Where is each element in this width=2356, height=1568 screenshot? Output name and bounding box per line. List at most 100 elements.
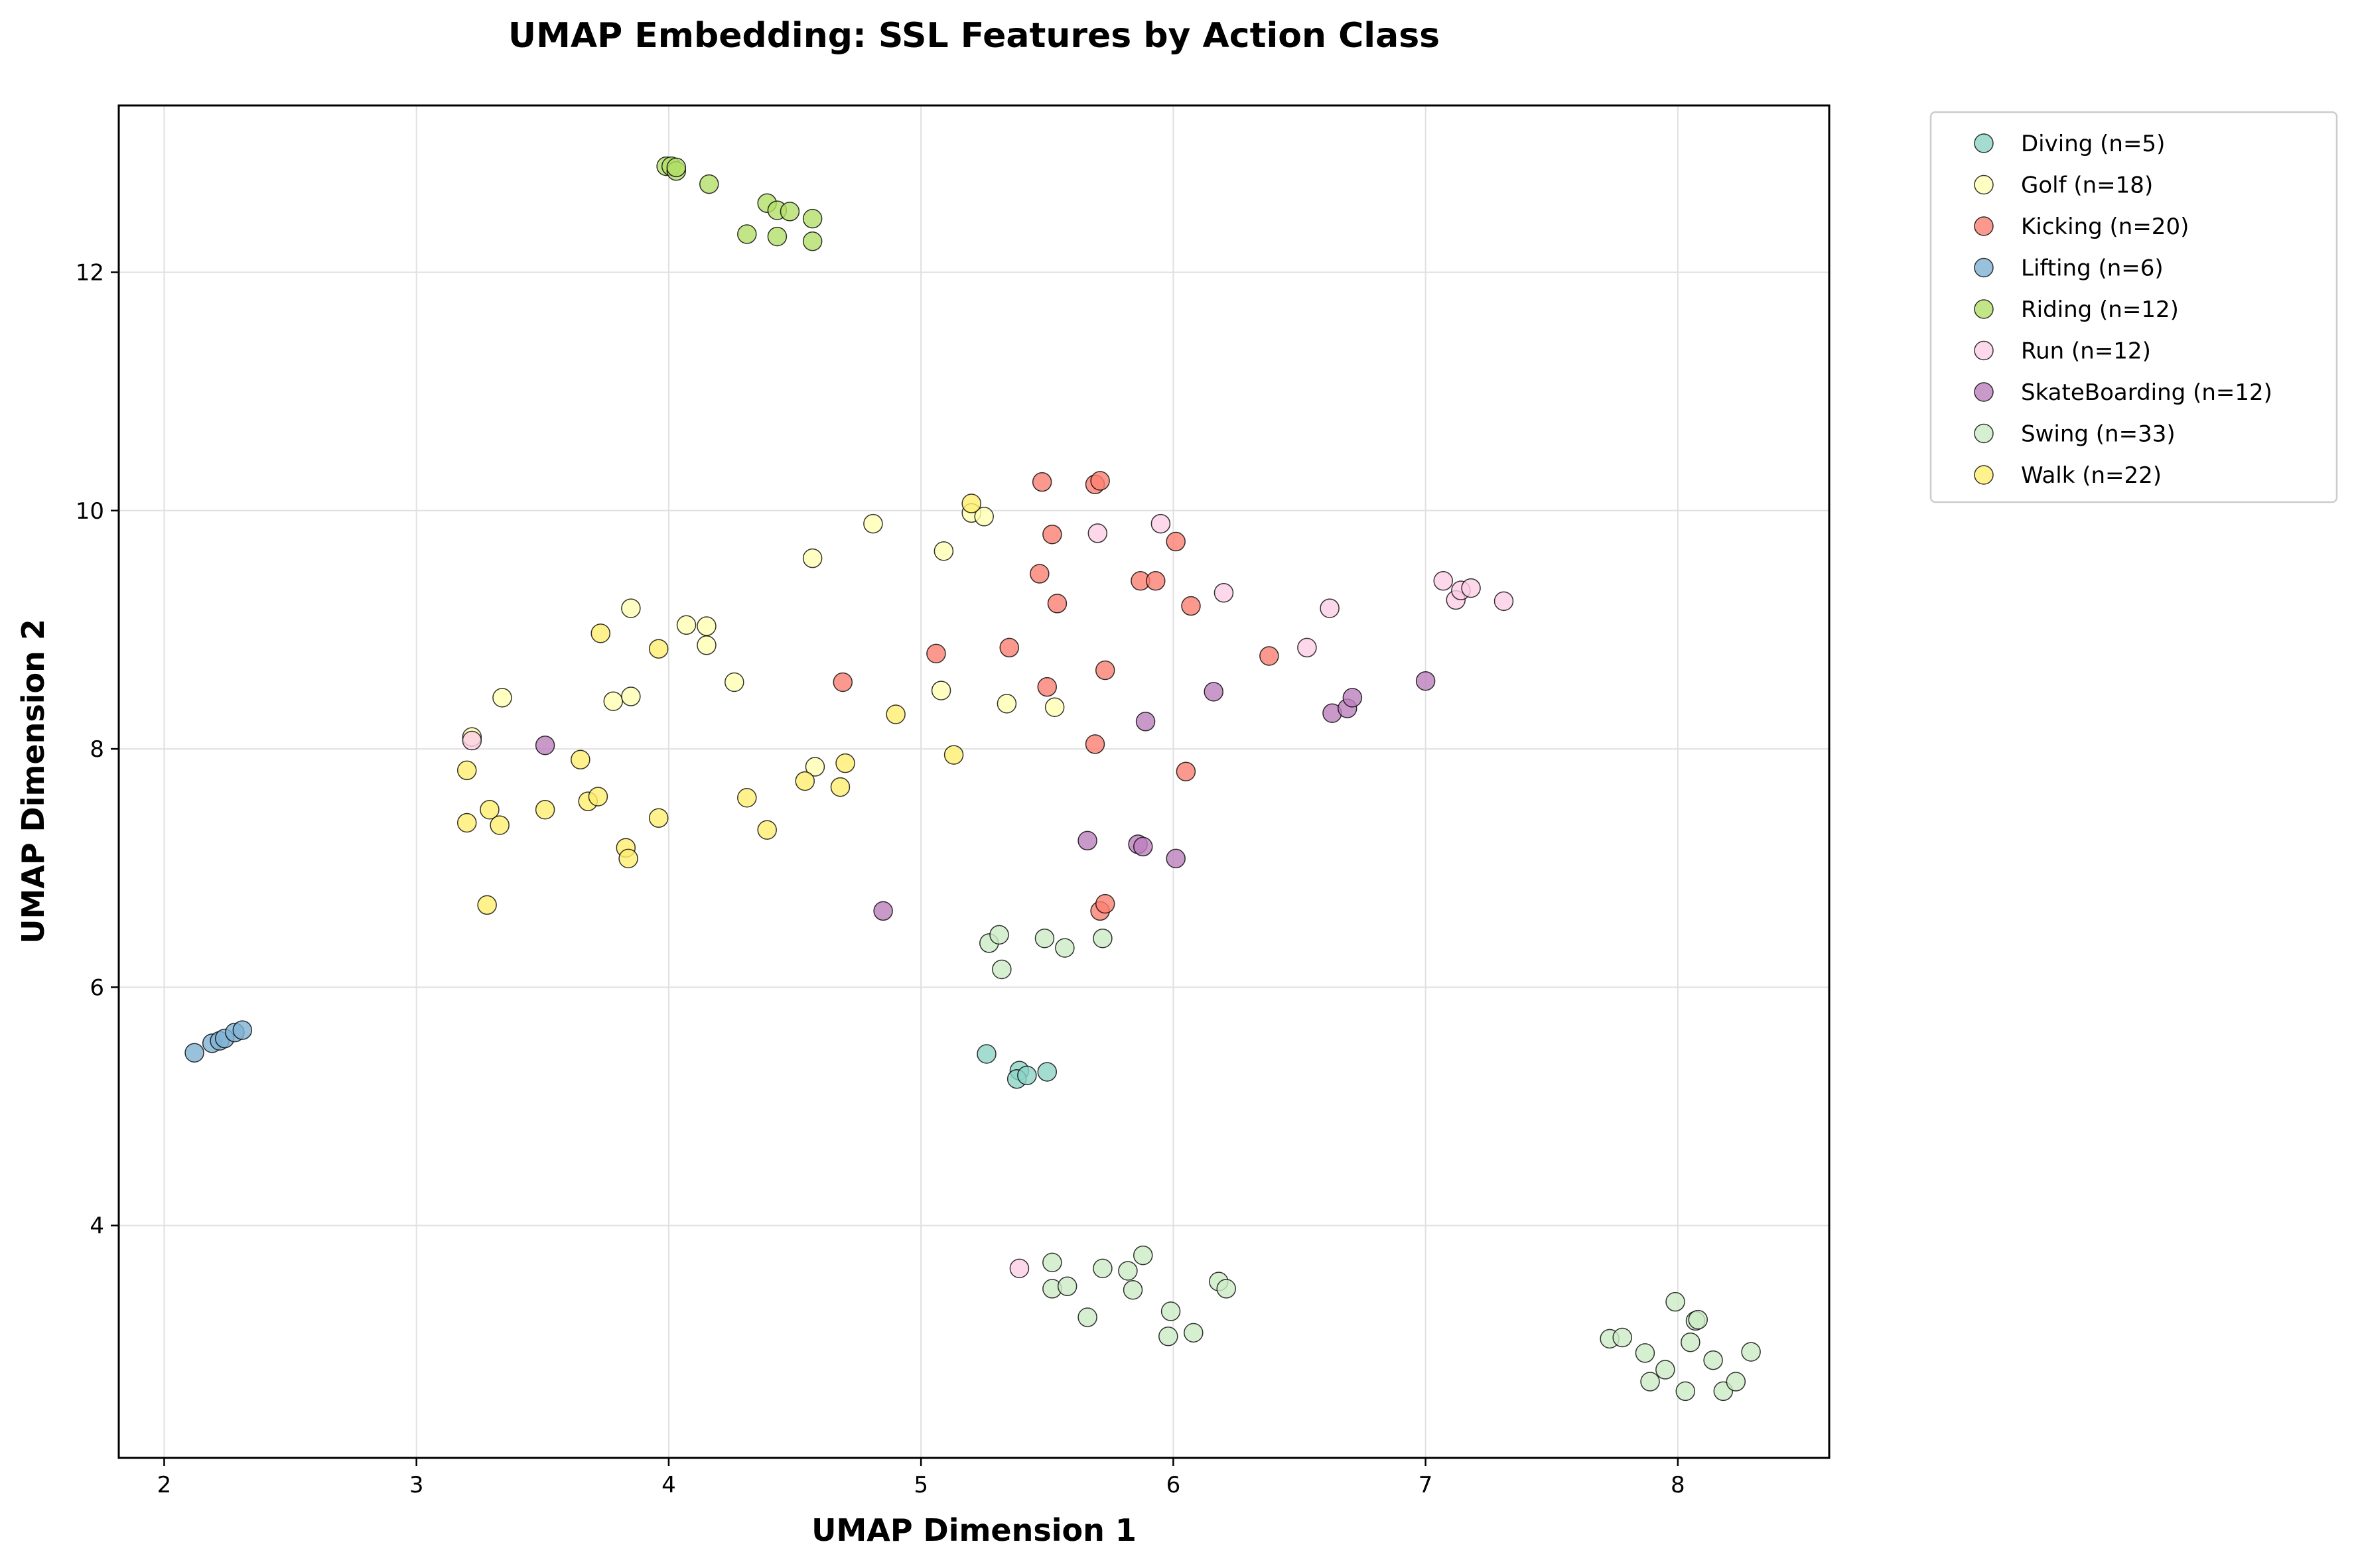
data-point-swing [1688, 1309, 1708, 1330]
data-point-kicking [1259, 646, 1279, 666]
data-point-run [1297, 637, 1317, 658]
data-point-walk [618, 848, 638, 869]
legend-item-golf: Golf (n=18) [1974, 172, 2153, 199]
data-point-walk [648, 639, 669, 659]
legend-marker-walk [1974, 465, 1994, 485]
data-point-skateboarding [1135, 712, 1156, 732]
data-point-swing [1216, 1279, 1236, 1299]
legend-label-kicking: Kicking (n=20) [2021, 214, 2189, 240]
legend-label-skateboarding: SkateBoarding (n=12) [2021, 379, 2272, 406]
data-point-walk [456, 760, 477, 781]
series-skateboarding [535, 671, 1436, 921]
data-point-run [1433, 571, 1453, 591]
data-points [184, 156, 1761, 1402]
axis-ticks: 2 3 4 5 6 7 8 4 6 8 10 12 [76, 260, 1685, 1498]
y-tick-label: 12 [76, 260, 104, 287]
data-point-skateboarding [1415, 671, 1436, 691]
data-point-golf [802, 548, 823, 568]
series-kicking [833, 471, 1279, 921]
y-tick-label: 8 [90, 736, 104, 763]
data-point-swing [1118, 1261, 1138, 1281]
x-tick-label: 7 [1419, 1472, 1433, 1498]
data-point-lifting [232, 1020, 253, 1040]
data-point-swing [1055, 938, 1075, 958]
data-point-swing [1160, 1301, 1181, 1321]
series-diving [977, 1044, 1058, 1089]
data-point-kicking [1042, 524, 1062, 545]
data-point-swing [1093, 1258, 1113, 1279]
legend-marker-swing [1974, 423, 1994, 444]
data-point-golf [676, 615, 697, 635]
data-point-kicking [1095, 893, 1115, 914]
series-riding [656, 156, 823, 251]
data-point-skateboarding [535, 735, 555, 755]
x-axis-title: UMAP Dimension 1 [811, 1512, 1137, 1548]
data-point-swing [1133, 1245, 1153, 1266]
data-point-golf [603, 691, 624, 711]
x-tick-label: 8 [1671, 1472, 1685, 1498]
legend-item-swing: Swing (n=33) [1974, 421, 2176, 448]
legend-label-walk: Walk (n=22) [2021, 462, 2162, 489]
legend: Diving (n=5) Golf (n=18) Kicking (n=20) Lif… [1929, 111, 2338, 503]
data-point-walk [795, 771, 815, 791]
data-point-golf [725, 672, 744, 692]
data-point-kicking [1085, 734, 1105, 754]
data-point-swing [1184, 1323, 1204, 1343]
legend-label-swing: Swing (n=33) [2021, 421, 2176, 448]
y-axis-title: UMAP Dimension 2 [15, 619, 51, 944]
data-point-golf [931, 681, 951, 700]
data-point-walk [480, 799, 500, 820]
legend-label-riding: Riding (n=12) [2021, 296, 2179, 323]
data-point-walk [830, 777, 851, 797]
data-point-kicking [999, 637, 1019, 658]
data-point-run [1213, 583, 1234, 603]
data-point-kicking [1037, 677, 1058, 697]
data-point-lifting [184, 1043, 204, 1063]
data-point-swing [1635, 1343, 1655, 1363]
legend-label-run: Run (n=12) [2021, 338, 2151, 365]
legend-marker-run [1974, 340, 1994, 361]
data-point-golf [492, 688, 512, 708]
y-tick-label: 10 [76, 498, 104, 525]
data-point-walk [490, 815, 510, 835]
data-point-kicking [1030, 564, 1050, 584]
data-point-swing [1703, 1350, 1723, 1370]
data-point-kicking [1047, 594, 1068, 614]
legend-item-riding: Riding (n=12) [1974, 296, 2179, 323]
legend-item-diving: Diving (n=5) [1974, 131, 2165, 157]
data-point-walk [456, 813, 477, 833]
legend-item-lifting: Lifting (n=6) [1974, 255, 2164, 282]
legend-item-run: Run (n=12) [1974, 338, 2151, 365]
data-point-kicking [833, 672, 853, 692]
y-tick-label: 4 [90, 1213, 104, 1240]
data-point-golf [1044, 697, 1065, 717]
data-point-walk [757, 820, 777, 840]
data-point-golf [805, 757, 825, 777]
legend-item-skateboarding: SkateBoarding (n=12) [1974, 379, 2272, 406]
x-tick-label: 3 [409, 1472, 424, 1498]
data-point-kicking [1146, 571, 1166, 591]
x-tick-label: 4 [661, 1472, 676, 1498]
data-point-swing [1123, 1279, 1143, 1300]
data-point-walk [886, 704, 906, 724]
legend-item-walk: Walk (n=22) [1974, 462, 2162, 489]
data-point-golf [697, 616, 717, 636]
series-swing [979, 925, 1761, 1402]
data-point-riding [699, 174, 719, 194]
data-point-swing [1675, 1381, 1696, 1402]
data-point-walk [835, 753, 855, 773]
data-point-golf [621, 598, 641, 618]
y-tick-label: 6 [90, 974, 104, 1001]
data-point-kicking [1095, 660, 1115, 681]
data-point-walk [477, 895, 497, 915]
plot-area-frame [117, 104, 1831, 1459]
legend-marker-diving [1974, 133, 1994, 153]
legend-marker-riding [1974, 299, 1994, 319]
data-point-swing [1158, 1327, 1178, 1346]
legend-marker-lifting [1974, 257, 1994, 278]
data-point-walk [588, 787, 608, 807]
data-point-kicking [1181, 596, 1201, 616]
data-point-swing [1741, 1342, 1761, 1362]
chart-title: UMAP Embedding: SSL Features by Action C… [508, 16, 1440, 56]
